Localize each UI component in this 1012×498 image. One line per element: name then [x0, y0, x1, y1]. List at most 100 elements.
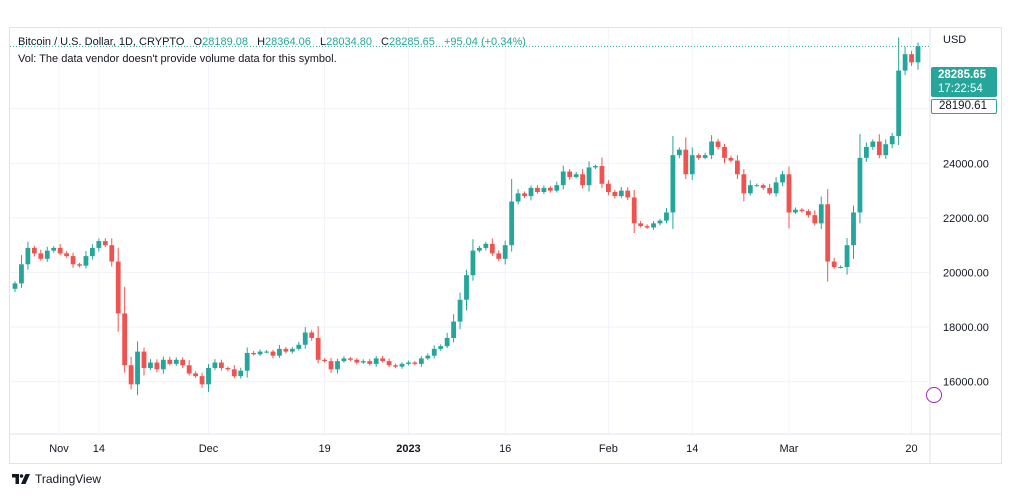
high-value: 28364.06	[265, 36, 311, 48]
y-tick-label: 16000.00	[943, 377, 989, 389]
candle-body	[780, 174, 785, 183]
x-tick-label: 14	[93, 443, 105, 455]
candle-body	[19, 264, 24, 284]
bar-countdown: 17:22:54	[938, 83, 983, 95]
candle-body	[754, 185, 760, 187]
candle-body	[496, 253, 502, 259]
y-tick-label: 22000.00	[943, 213, 989, 225]
candle-body	[773, 182, 779, 194]
y-tick-label: 24000.00	[943, 158, 989, 170]
open-value: 28189.08	[202, 36, 248, 48]
candle-body	[83, 256, 89, 266]
close-label: C	[381, 36, 389, 48]
candle-body	[341, 358, 347, 362]
candle-body	[838, 267, 843, 269]
candle-body	[335, 361, 340, 370]
prev-close-tag: 28190.61	[931, 99, 997, 114]
candle-body	[25, 247, 31, 265]
candle-body	[238, 370, 244, 377]
candle-body	[638, 223, 644, 227]
event-marker-icon[interactable]	[926, 387, 942, 403]
volume-note-text: Vol: The data vendor doesn't provide vol…	[18, 53, 337, 65]
candle-body	[509, 201, 515, 246]
tradingview-logo-icon	[12, 474, 30, 484]
candle-body	[135, 351, 140, 385]
candle-body	[767, 187, 773, 194]
open-label: O	[193, 36, 203, 48]
candle-body	[373, 358, 379, 364]
candle-body	[231, 369, 237, 377]
candle-body	[606, 183, 611, 192]
candle-body	[438, 346, 444, 349]
candle-body	[696, 155, 702, 158]
candle-body	[283, 348, 289, 352]
candle-body	[670, 155, 676, 213]
candle-body	[812, 215, 818, 224]
candle-body	[322, 359, 327, 362]
candle-body	[644, 226, 650, 228]
candle-body	[864, 146, 869, 158]
candle-body	[825, 204, 831, 262]
candle-body	[567, 171, 573, 177]
candle-body	[57, 247, 63, 254]
candle-body	[277, 348, 282, 356]
close-value: 28285.65	[389, 36, 435, 48]
candle-body	[477, 247, 482, 251]
candle-body	[31, 247, 37, 254]
candle-body	[618, 190, 624, 197]
candle-body	[309, 332, 315, 338]
x-tick-label: Nov	[49, 443, 69, 455]
candle-body	[560, 171, 566, 186]
candle-body	[715, 141, 721, 147]
candle-body	[857, 157, 863, 213]
candle-body	[547, 187, 553, 191]
candle-body	[128, 365, 134, 385]
candle-body	[876, 141, 882, 156]
candle-body	[289, 348, 295, 352]
candle-body	[225, 367, 231, 370]
candle-body	[122, 313, 128, 366]
candle-body	[573, 174, 579, 177]
candle-body	[683, 149, 689, 175]
candle-body	[90, 247, 95, 257]
candle-body	[909, 54, 914, 63]
candle-body	[348, 358, 353, 360]
candle-body	[212, 362, 218, 368]
candle-body	[883, 144, 889, 156]
candle-body	[593, 166, 598, 168]
currency-label[interactable]: USD	[943, 34, 967, 46]
candle-body	[747, 185, 753, 194]
candle-body	[393, 365, 398, 367]
footer-brand[interactable]: TradingView	[12, 472, 101, 486]
candle-body	[328, 361, 334, 370]
candle-body	[173, 359, 179, 364]
candle-body	[186, 365, 192, 374]
candle-body	[915, 46, 921, 63]
candle-body	[206, 367, 211, 385]
candle-body	[367, 361, 373, 364]
candle-body	[522, 193, 527, 197]
candle-body	[154, 362, 160, 370]
candle-body	[270, 351, 276, 356]
candle-body	[664, 212, 669, 221]
x-tick-label: 2023	[396, 443, 420, 455]
candle-body	[386, 361, 392, 366]
candle-body	[625, 190, 631, 198]
candle-body	[12, 283, 18, 289]
candle-body	[786, 174, 792, 213]
x-tick-label: 14	[686, 443, 698, 455]
candle-body	[799, 209, 805, 212]
x-tick-label: Mar	[780, 443, 799, 455]
candle-body	[515, 193, 521, 202]
candle-body	[741, 174, 747, 194]
candle-body	[902, 54, 908, 71]
candle-body	[77, 264, 82, 266]
last-price-value: 28285.65	[938, 69, 986, 81]
candle-body	[160, 359, 166, 370]
candle-body	[315, 337, 321, 360]
candle-body	[612, 191, 618, 197]
candle-body	[541, 187, 547, 192]
candle-body	[535, 187, 540, 192]
candle-body	[831, 261, 837, 268]
